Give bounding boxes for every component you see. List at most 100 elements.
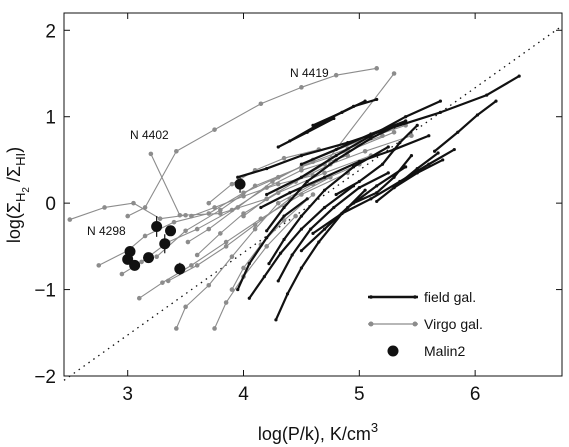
virgo-point-14-4	[362, 148, 368, 154]
virgo-point-13-0	[206, 200, 212, 206]
virgo-point-3-3	[171, 219, 177, 225]
y-tick-label-3: 1	[45, 108, 56, 129]
virgo-point-13-3	[281, 155, 287, 161]
field-point-9-1	[357, 179, 361, 184]
x-axis-label: log(P/k), K/cm3	[258, 420, 378, 444]
virgo-point-15-3	[275, 181, 281, 187]
virgo-point-6-0	[174, 326, 179, 331]
field-point-2-3	[334, 158, 338, 162]
field-line-1	[265, 100, 442, 196]
y-tick-label-1: −1	[34, 281, 56, 302]
field-point-13-0	[299, 162, 304, 166]
virgo-point-3-4	[206, 211, 212, 216]
virgo-point-2-0	[148, 151, 154, 157]
virgo-point-6-4	[252, 226, 258, 232]
virgo-point-8-2	[235, 205, 241, 210]
field-point-17-4	[305, 197, 309, 201]
field-point-4-2	[299, 266, 304, 270]
legend-swatch-malin2	[387, 345, 399, 357]
virgo-point-10-0	[212, 326, 217, 331]
field-point-6-1	[290, 253, 294, 257]
field-point-7-4	[404, 165, 408, 169]
virgo-point-1-6	[333, 72, 339, 78]
legend-swatch-virgo-dot-1	[368, 321, 374, 327]
legend: field gal. Virgo gal. Malin2	[356, 282, 556, 370]
field-line-10	[352, 154, 413, 205]
virgo-point-14-1	[264, 196, 269, 202]
tick-layer: 3 4 5 6 −2 −1 0 1 2	[34, 13, 562, 405]
legend-label-malin2: Malin2	[424, 343, 465, 359]
malin2-point-2	[129, 259, 141, 271]
field-point-3-3	[322, 188, 327, 192]
field-point-17-0	[236, 287, 240, 292]
annotation-n4402: N 4402	[130, 128, 169, 142]
field-point-6-2	[309, 227, 313, 231]
field-point-12-0	[392, 185, 396, 190]
virgo-point-0-1	[102, 205, 107, 210]
y-tick-label-2: 0	[45, 194, 56, 215]
annotation-n4419: N 4419	[290, 66, 329, 80]
field-point-16-2	[322, 175, 327, 179]
virgo-point-1-7	[374, 66, 379, 71]
virgo-line-1	[127, 67, 378, 217]
field-point-3-4	[351, 165, 356, 169]
virgo-point-5-0	[154, 254, 159, 260]
malin2-point-4	[151, 220, 163, 232]
field-point-4-0	[274, 318, 278, 322]
field-point-5-3	[299, 227, 304, 231]
virgo-point-4-0	[119, 271, 125, 277]
virgo-point-4-6	[299, 168, 304, 173]
field-point-17-1	[247, 262, 251, 266]
legend-label-virgo: Virgo gal.	[424, 316, 483, 332]
field-point-5-4	[322, 205, 327, 210]
virgo-point-6-3	[229, 254, 235, 260]
virgo-point-15-2	[241, 193, 246, 199]
field-point-16-3	[357, 160, 361, 164]
malin2-point-7	[174, 263, 186, 275]
field-point-5-2	[278, 251, 283, 255]
field-point-11-0	[375, 199, 379, 204]
field-point-9-2	[380, 162, 385, 166]
field-point-16-0	[259, 205, 263, 210]
virgo-line-6	[175, 163, 360, 330]
field-point-18-1	[305, 130, 309, 134]
field-point-6-5	[386, 171, 390, 175]
virgo-point-10-4	[293, 213, 298, 219]
field-line-6	[277, 171, 390, 283]
field-point-8-5	[452, 147, 456, 152]
field-point-3-5	[386, 145, 390, 149]
annotation-n4298: N 4298	[87, 224, 126, 238]
virgo-point-4-3	[194, 226, 200, 232]
x-tick-label-3: 6	[470, 384, 481, 405]
field-point-7-2	[346, 205, 350, 210]
virgo-point-11-0	[194, 252, 200, 258]
y-tick-label-4: 2	[45, 21, 56, 42]
x-tick-label-2: 5	[354, 384, 365, 405]
field-point-0-5	[438, 110, 442, 114]
field-point-1-2	[334, 154, 338, 158]
virgo-point-4-1	[139, 259, 144, 265]
field-point-16-4	[392, 147, 396, 152]
field-point-5-1	[262, 275, 266, 279]
field-point-2-2	[305, 179, 309, 184]
field-point-15-2	[363, 99, 367, 103]
field-point-8-4	[427, 162, 431, 166]
field-line-11	[375, 151, 440, 203]
virgo-point-2-1	[177, 212, 183, 218]
virgo-point-9-1	[194, 263, 200, 268]
field-point-6-4	[357, 185, 361, 190]
field-point-9-3	[398, 141, 402, 145]
virgo-point-2-2	[218, 211, 223, 216]
malin2-point-3	[143, 252, 155, 264]
legend-swatch-virgo-dot-2	[412, 321, 418, 327]
virgo-point-15-1	[212, 205, 217, 210]
virgo-point-9-3	[252, 222, 258, 228]
field-series-layer	[236, 74, 521, 322]
field-point-10-2	[392, 175, 396, 179]
field-point-6-3	[332, 205, 336, 210]
virgo-point-11-1	[218, 231, 223, 236]
virgo-line-9	[167, 176, 331, 282]
field-point-16-1	[288, 191, 292, 195]
virgo-point-1-4	[258, 101, 264, 107]
